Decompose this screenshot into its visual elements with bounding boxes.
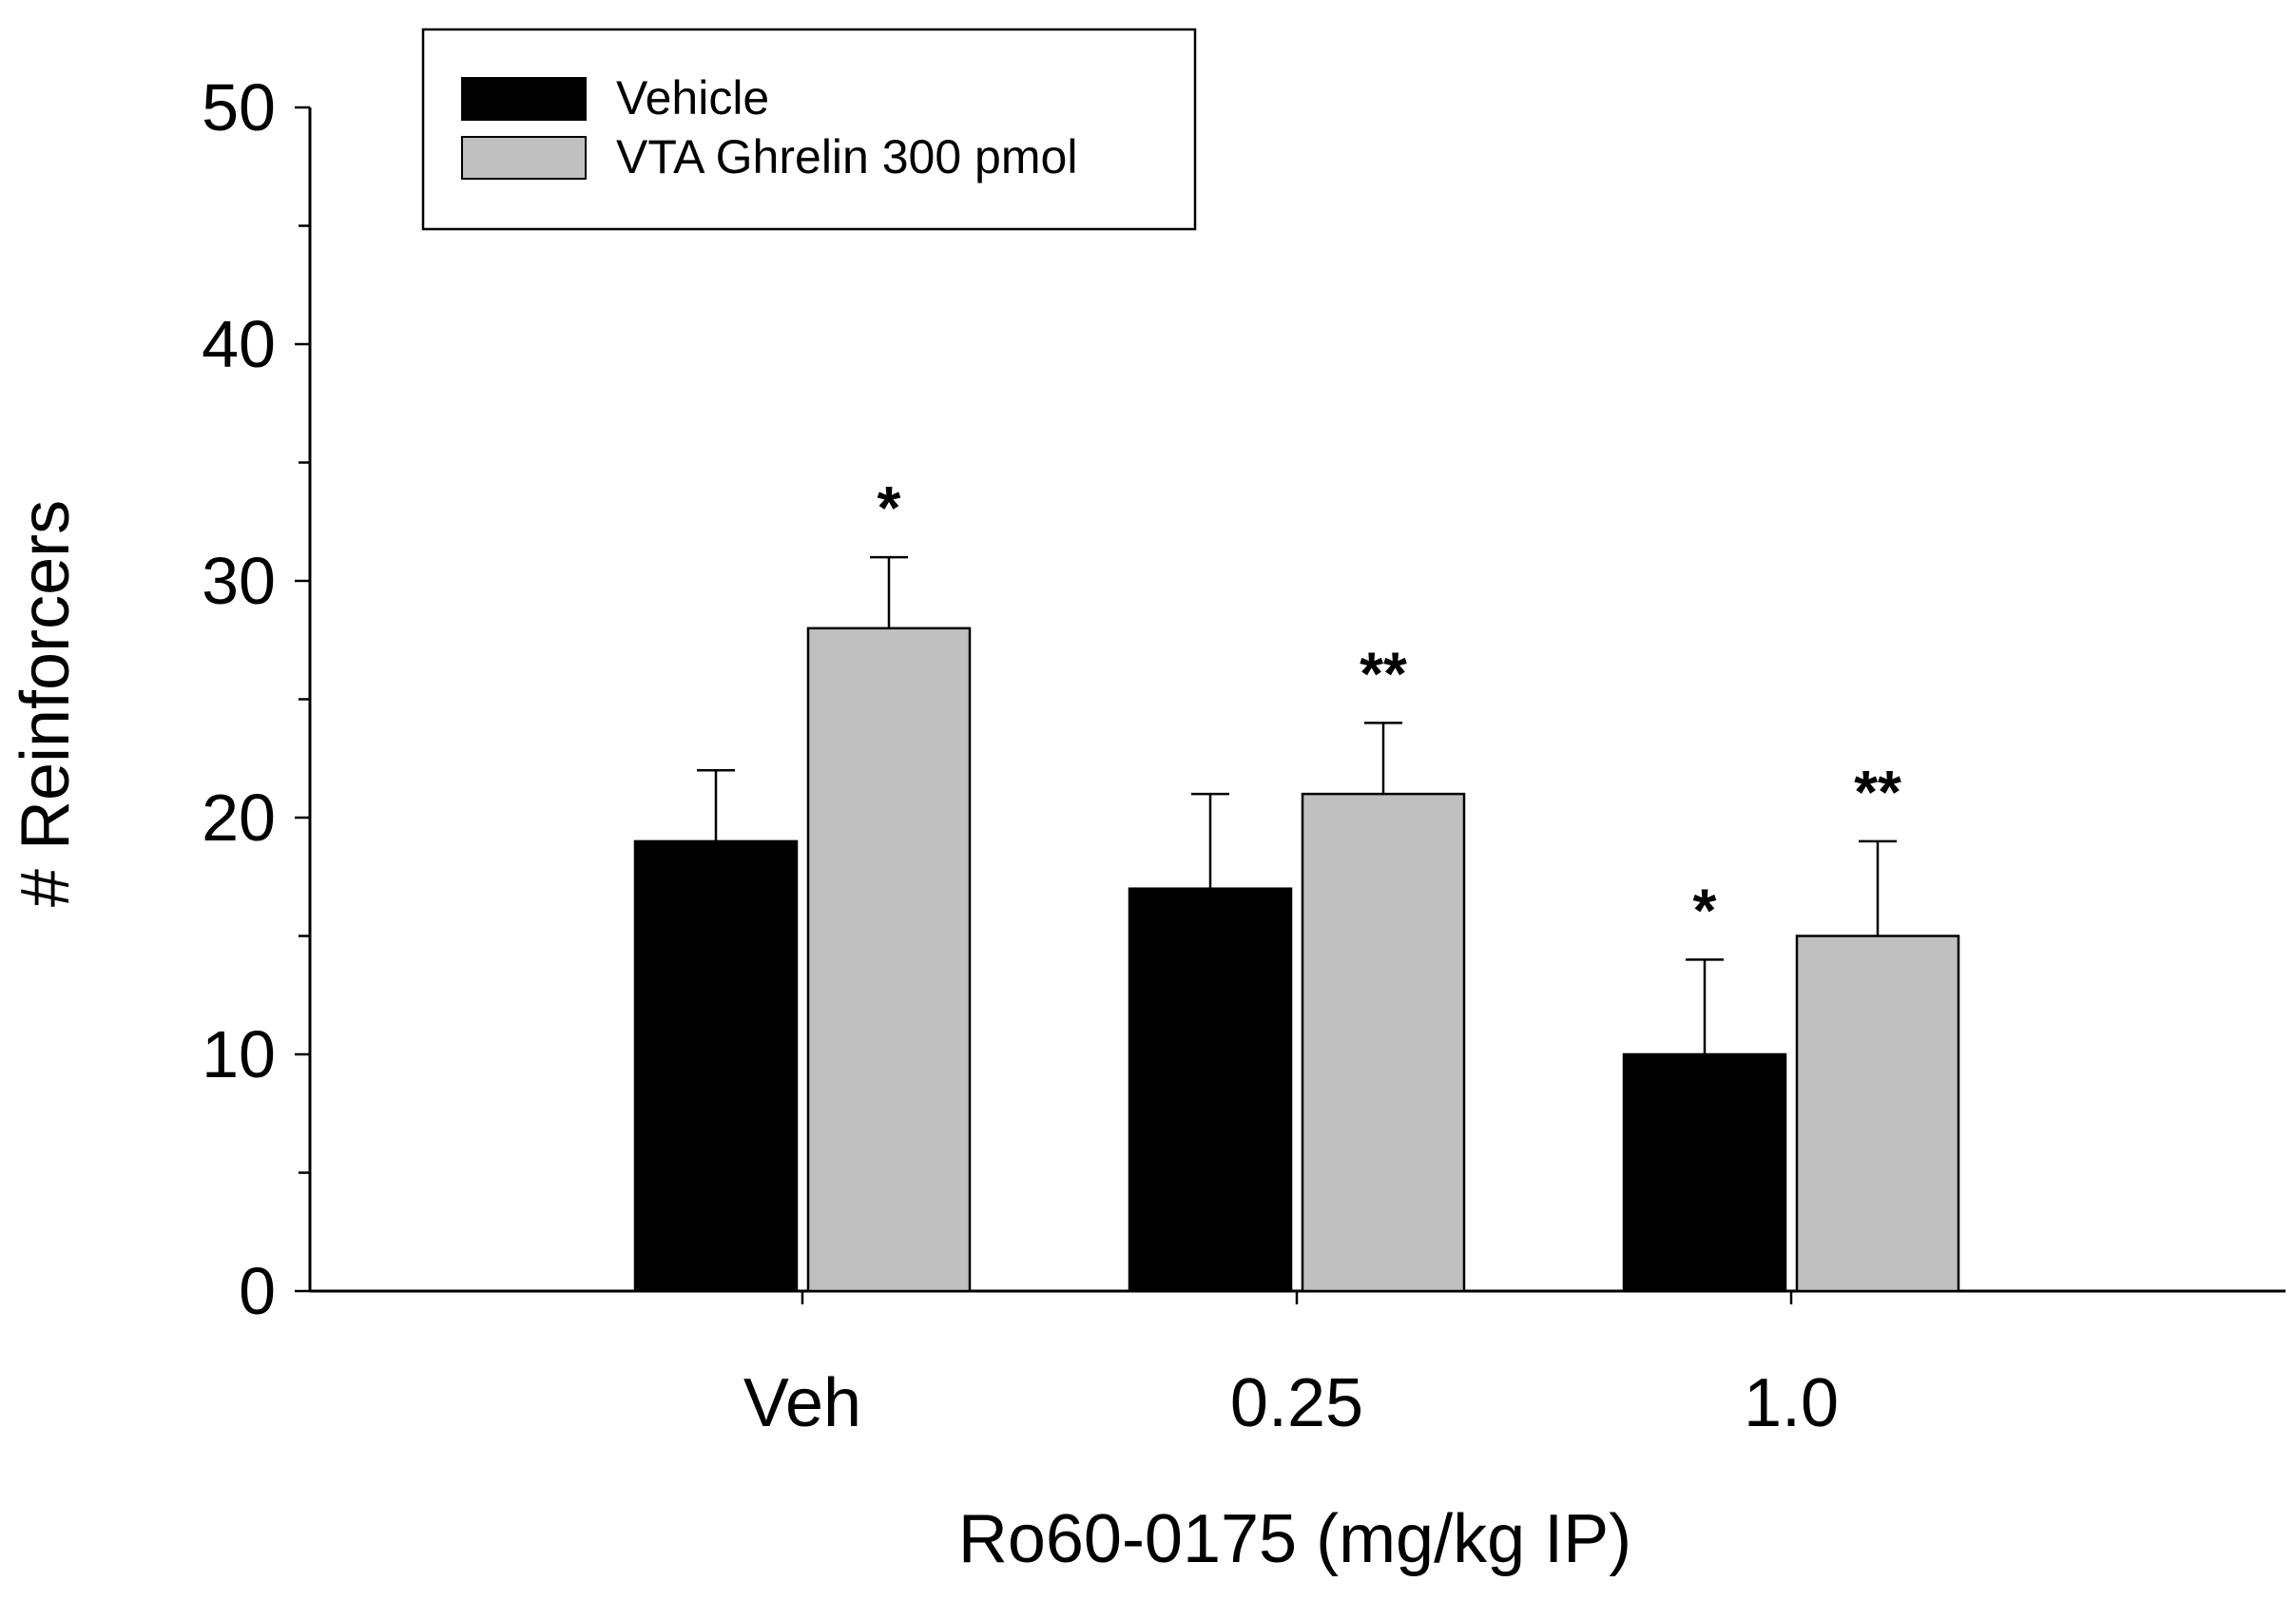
- axes: 0 10 20 30 40 50 Veh 0.25 1.0: [202, 70, 2286, 1441]
- bar-vehicle: [1622, 1052, 1787, 1293]
- x-axis-label: Ro60-0175 (mg/kg IP): [958, 1501, 1631, 1577]
- legend-box: [421, 28, 1197, 231]
- y-tick-label: 0: [239, 1254, 276, 1328]
- legend-label: Vehicle: [616, 71, 769, 125]
- y-tick-label: 50: [202, 70, 276, 145]
- y-axis-label: # Reinforcers: [8, 500, 84, 907]
- x-tick-label: 0.25: [1230, 1365, 1363, 1441]
- bar-vehicle: [633, 839, 799, 1293]
- x-tick-label: Veh: [743, 1365, 861, 1441]
- bar-ghrelin: [1795, 935, 1960, 1293]
- significance-marker: *: [878, 473, 901, 542]
- significance-marker: *: [1693, 876, 1717, 944]
- y-tick-label: 20: [202, 781, 276, 855]
- bars: ******: [633, 473, 1960, 1293]
- legend-swatch-vehicle: [461, 77, 587, 121]
- axis-labels: # Reinforcers Ro60-0175 (mg/kg IP): [8, 500, 1631, 1577]
- legend-swatch-ghrelin: [461, 136, 587, 180]
- bar-ghrelin: [1301, 792, 1466, 1293]
- x-tick-label: 1.0: [1744, 1365, 1839, 1441]
- bar-ghrelin: [806, 627, 972, 1293]
- bar-vehicle: [1128, 887, 1293, 1293]
- significance-marker: **: [1854, 758, 1901, 826]
- y-tick-label: 40: [202, 307, 276, 381]
- y-tick-label: 10: [202, 1017, 276, 1091]
- legend-label: VTA Ghrelin 300 pmol: [616, 130, 1077, 183]
- y-tick-label: 30: [202, 544, 276, 618]
- significance-marker: **: [1360, 639, 1407, 707]
